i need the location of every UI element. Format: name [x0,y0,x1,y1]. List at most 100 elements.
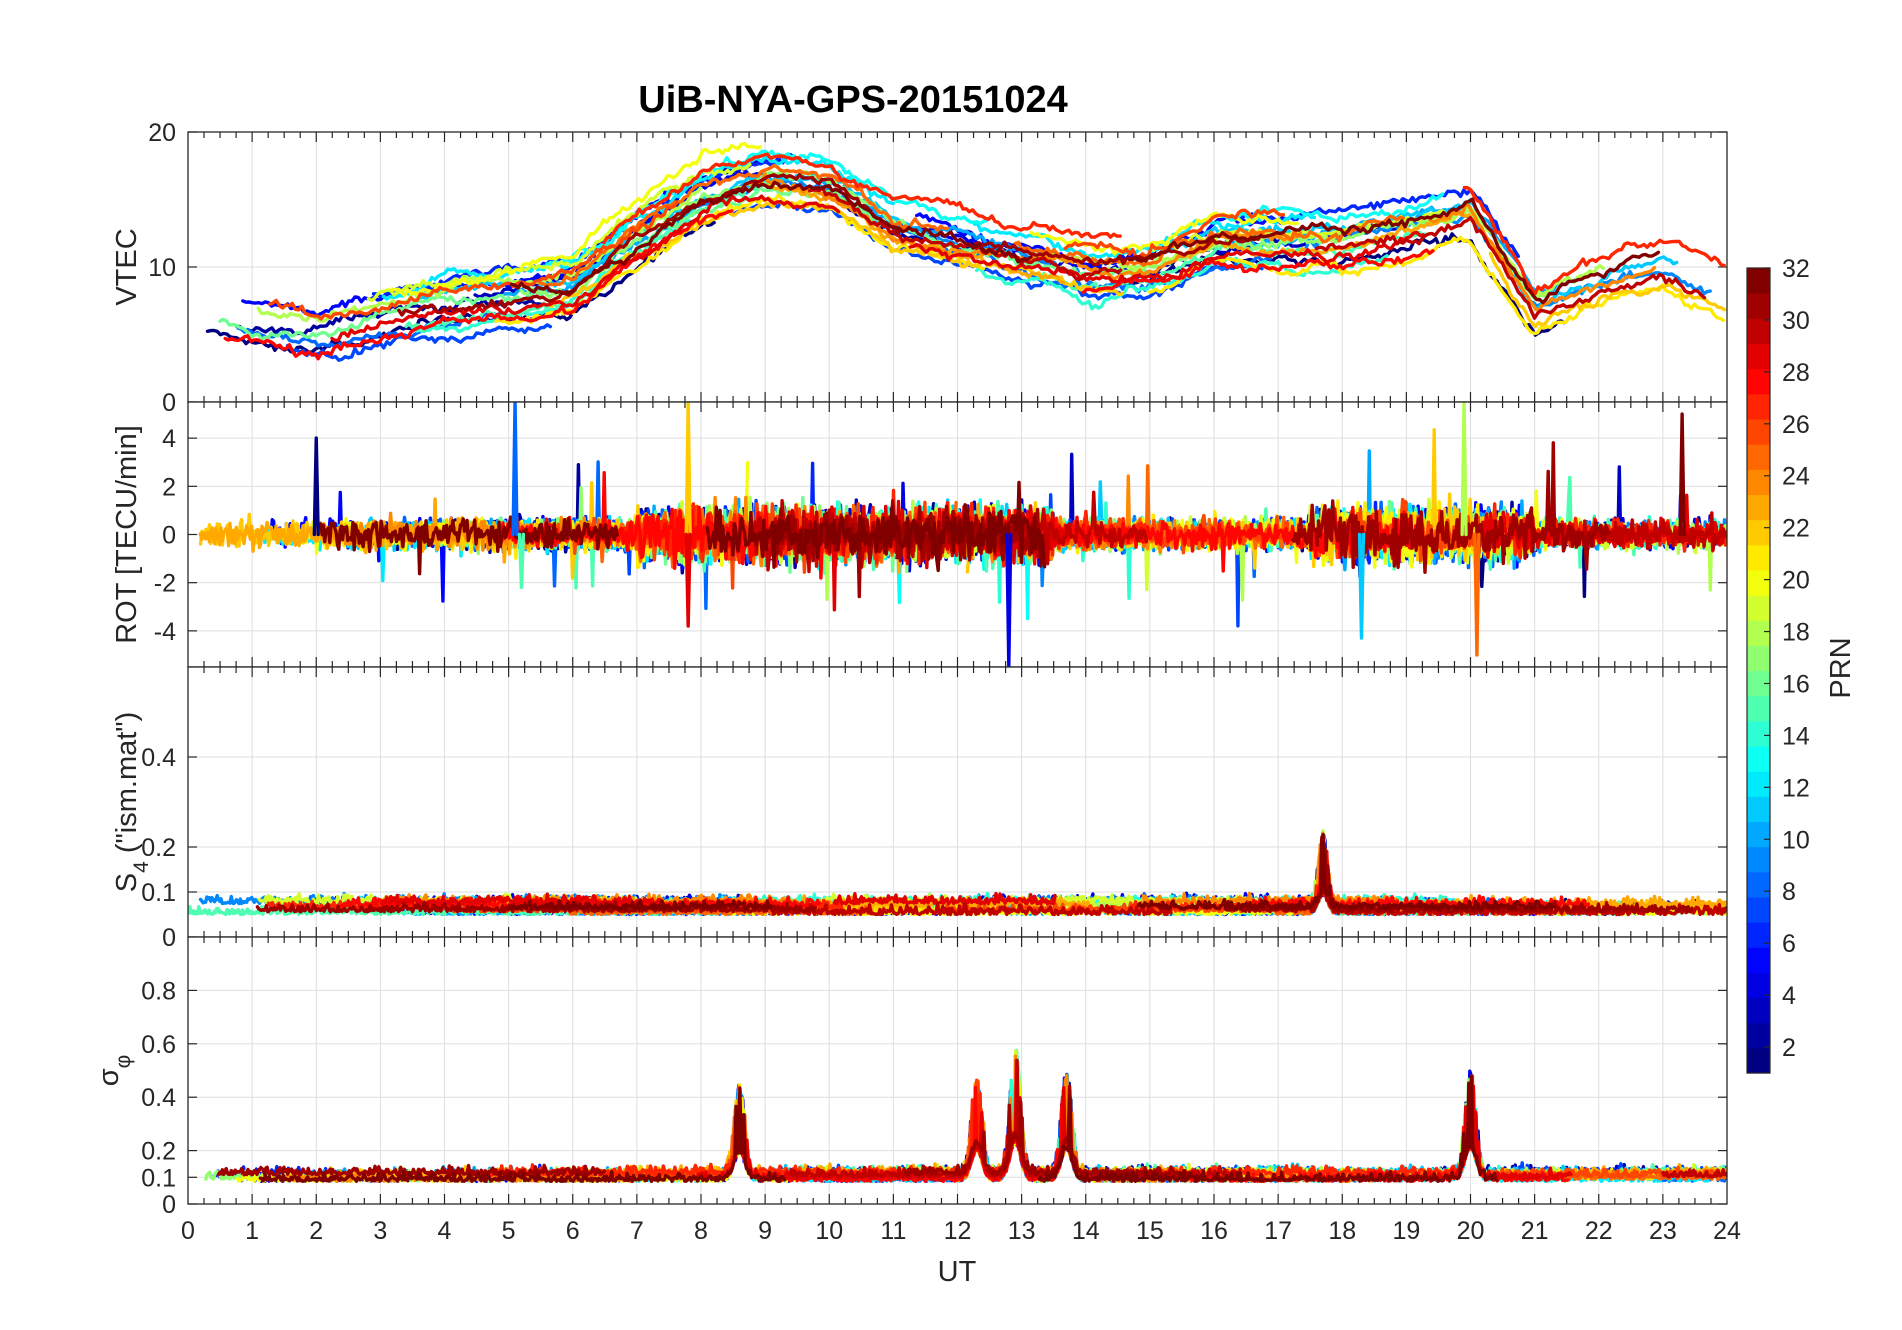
prn-30-trace [771,901,1173,917]
colorbar-tick-label: 6 [1782,930,1796,958]
x-tick-label: 12 [944,1217,972,1245]
chart-title: UiB-NYA-GPS-20151024 [638,79,1067,121]
x-tick-label: 2 [309,1217,323,1245]
colorbar-segment [1747,771,1770,797]
colorbar-tick-label: 20 [1782,567,1810,595]
colorbar-tick-label: 2 [1782,1034,1796,1062]
prn-32-trace [1037,1074,1499,1183]
colorbar-segment [1747,896,1770,923]
y-tick-label: 2 [162,473,176,501]
y-tick-label: 0.2 [141,834,176,862]
x-tick-label: 23 [1649,1217,1677,1245]
rot-spike [1357,532,1366,640]
prn-32-trace [509,180,1033,295]
prn-19-trace [366,162,752,303]
colorbar-tick-label: 18 [1782,619,1810,647]
rot-spike [511,402,519,537]
prn-27-trace [602,152,1122,245]
x-tick-label: 8 [694,1217,708,1245]
x-tick-label: 18 [1328,1217,1356,1245]
x-tick-label: 0 [181,1217,195,1245]
colorbar-segment [1747,846,1770,873]
rot-spike [1678,412,1686,537]
colorbar-tick-label: 30 [1782,307,1810,335]
prn-20-trace [1029,211,1299,256]
x-tick-label: 5 [502,1217,516,1245]
x-tick-label: 11 [880,1217,906,1245]
y-tick-label: 0.2 [141,1138,176,1166]
colorbar-segment [1747,393,1770,420]
colorbar-tick-label: 10 [1782,826,1810,854]
x-tick-label: 4 [438,1217,452,1245]
prn-13-trace [536,149,989,271]
x-tick-label: 13 [1008,1217,1036,1245]
x-axis-label: UT [938,1256,977,1288]
trace-group [204,1048,1727,1183]
y-tick-label: 10 [148,254,176,282]
y-tick-label: 0 [162,924,176,952]
prn-32-trace [507,898,773,911]
colorbar-segment [1747,544,1770,571]
prn-23-trace [1188,211,1477,260]
y-axis-label-sub: φ [112,1055,135,1069]
x-tick-label: 15 [1136,1217,1164,1245]
colorbar-segment [1747,343,1770,370]
y-tick-label: 4 [162,425,176,453]
prn-31-trace [397,172,901,317]
prn-30-trace [1661,1167,1727,1179]
colorbar-segment [1747,1047,1770,1074]
colorbar-tick-label: 8 [1782,878,1796,906]
colorbar-segment [1747,268,1770,294]
colorbar-tick-label: 28 [1782,359,1810,387]
x-tick-label: 22 [1585,1217,1613,1245]
prn-16-trace [218,289,549,342]
rot-spike [1473,532,1481,657]
prn-29-trace [330,194,841,343]
colorbar-segment [1747,595,1770,621]
y-tick-label: -4 [154,618,176,646]
prn-30-trace [808,186,1123,282]
prn-32-trace [258,1086,787,1183]
prn-24-trace [1428,203,1657,312]
colorbar-segment [1747,871,1770,898]
y-tick-label: 0.8 [141,977,176,1005]
colorbar-segment [1747,922,1770,948]
colorbar-segment [1747,569,1770,596]
colorbar-segment [1747,972,1770,999]
y-tick-label: 0 [162,522,176,550]
prn-28-trace [1189,1110,1570,1183]
colorbar-tick-label: 16 [1782,670,1810,698]
x-tick-label: 19 [1392,1217,1420,1245]
colorbar-segment [1747,368,1770,395]
s4-panel: 00.10.20.4S4 ("ism.mat") [111,666,1728,952]
prn-31-trace [1291,441,1612,574]
rot-spike [312,436,320,537]
rot-panel: -4 -2 0 2 4 ROT [TECU/min] [111,401,1728,668]
prn-32-trace [705,480,1047,573]
colorbar-segment [1747,670,1770,697]
colorbar-tick-label: 12 [1782,774,1810,802]
prn-30-trace [1314,216,1707,320]
x-tick-label: 1 [245,1217,259,1245]
rot-spike [684,532,692,628]
y-tick-label: 0.1 [141,1164,176,1192]
rot-spike [684,402,692,537]
colorbar-segment [1747,997,1770,1024]
prn-28-trace [1081,248,1435,294]
x-tick-label: 3 [373,1217,387,1245]
prn-25-trace [1013,214,1405,267]
colorbar-label: PRN [1825,637,1857,698]
rot-spike [517,532,526,590]
colorbar-tick-label: 14 [1782,722,1810,750]
colorbar-tick-label: 26 [1782,411,1810,439]
y-axis-label-main: S [111,873,143,892]
prn-28-trace [223,209,734,361]
y-axis-label: S4 ("ism.mat") [111,712,153,893]
prn-12-trace [972,212,1317,259]
x-tick-label: 10 [815,1217,843,1245]
colorbar-tick-label: 24 [1782,463,1810,491]
x-tick-label: 20 [1457,1217,1485,1245]
y-axis-label-rest: ("ism.mat") [111,712,143,861]
colorbar-tick-label: 32 [1782,255,1810,283]
prn-14-trace [974,254,1389,311]
